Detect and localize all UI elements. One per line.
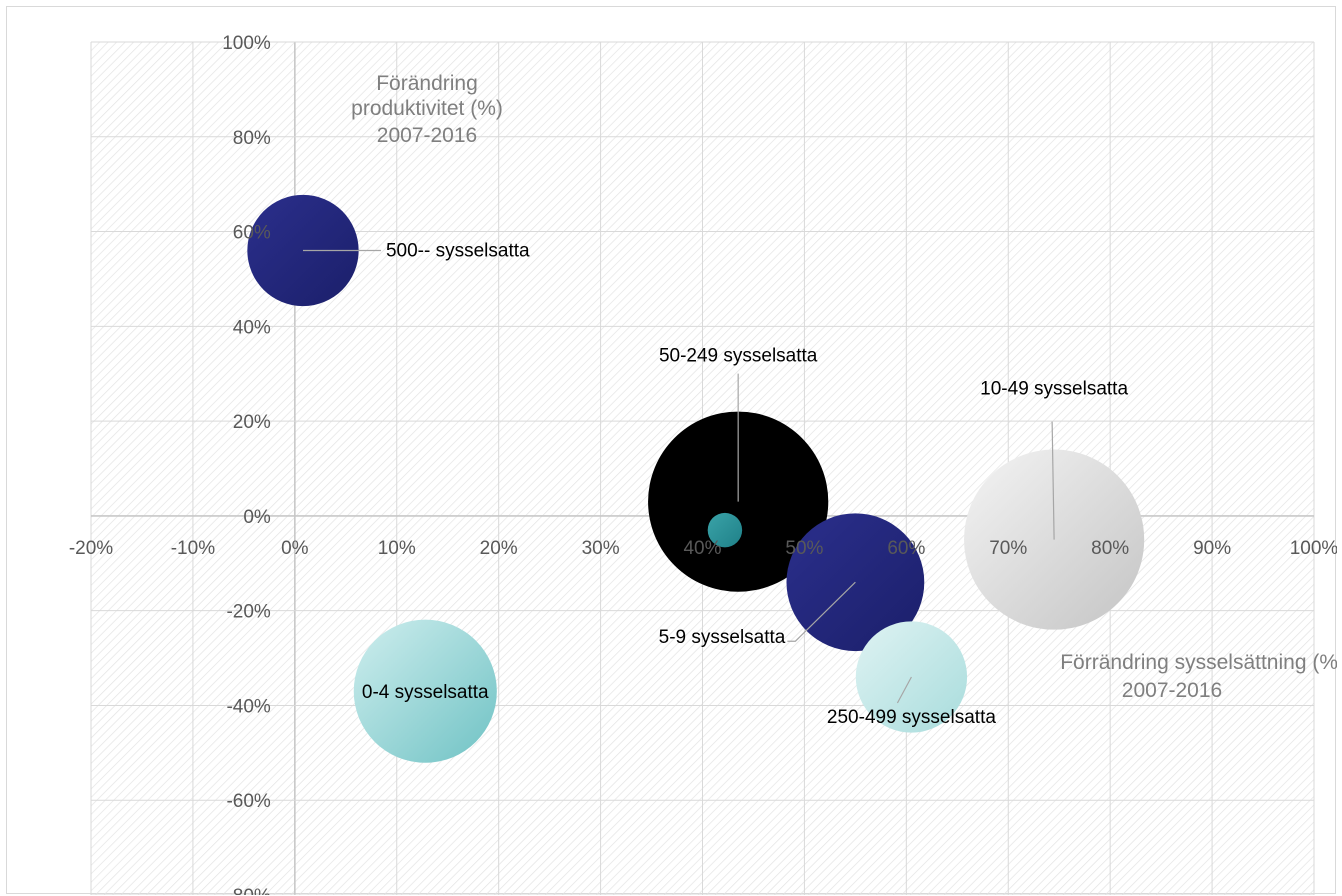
- bubble-data-label: 5-9 sysselsatta: [659, 627, 786, 648]
- bubble-data-label: 500-- sysselsatta: [386, 241, 530, 262]
- y-tick-label: 80%: [233, 128, 271, 149]
- leader-lines: [302, 249, 1055, 704]
- bubble-data-label: 0-4 sysselsatta: [362, 682, 489, 703]
- leader-line: [896, 676, 912, 704]
- bubble: [707, 512, 743, 548]
- x-tick-label: 40%: [683, 538, 721, 559]
- x-tick-label: 60%: [887, 538, 925, 559]
- y-tick-label: 60%: [233, 223, 271, 244]
- bubble-data-label: 250-499 sysselsatta: [827, 707, 996, 728]
- bubble-data-label: 50-249 sysselsatta: [659, 346, 818, 367]
- y-tick-label: -80%: [226, 886, 270, 895]
- y-tick-label: 40%: [233, 317, 271, 338]
- y-tick-label: -60%: [226, 791, 270, 812]
- x-tick-label: 10%: [378, 538, 416, 559]
- x-tick-label: 90%: [1193, 538, 1231, 559]
- x-tick-label: 0%: [281, 538, 309, 559]
- y-axis-title-line3: 2007-2016: [377, 124, 477, 147]
- y-axis-title-line2: produktivitet (%): [351, 97, 503, 120]
- bubble-labels: 50-249 sysselsatta 10-49 sysselsatta 500--…: [362, 241, 1129, 729]
- y-tick-label: 0%: [243, 507, 271, 528]
- y-tick-label: 100%: [222, 33, 271, 54]
- bubble-chart: -20% -10% 0% 10% 20% 30% 40% 50% 60% 70% 80% 90% 100…: [69, 33, 1337, 895]
- x-axis-title-line2: 2007-2016: [1122, 679, 1222, 702]
- y-tick-label: -20%: [226, 602, 270, 623]
- x-tick-label: 30%: [582, 538, 620, 559]
- x-tick-label: -20%: [69, 538, 113, 559]
- x-tick-label: 70%: [989, 538, 1027, 559]
- y-axis-title-line1: Förändring: [376, 72, 478, 95]
- y-tick-label: -40%: [226, 696, 270, 717]
- x-tick-label: 100%: [1290, 538, 1337, 559]
- bubble-data-label: 10-49 sysselsatta: [980, 379, 1128, 400]
- x-tick-label: 50%: [785, 538, 823, 559]
- x-tick-label: 80%: [1091, 538, 1129, 559]
- leader-line: [787, 581, 856, 642]
- tick-labels: -20% -10% 0% 10% 20% 30% 40% 50% 60% 70% 80% 90% 100…: [69, 33, 1337, 895]
- axis-titles: Förändring produktivitet (%) 2007-2016 F…: [351, 72, 1337, 702]
- x-tick-label: 20%: [480, 538, 518, 559]
- leader-line: [1051, 421, 1055, 540]
- x-axis-title-line1: Förrändring sysselsättning (%): [1060, 651, 1337, 674]
- chart-frame: -20% -10% 0% 10% 20% 30% 40% 50% 60% 70% 80% 90% 100…: [6, 6, 1337, 895]
- y-tick-label: 20%: [233, 412, 271, 433]
- x-tick-label: -10%: [171, 538, 215, 559]
- bubble: [353, 619, 497, 763]
